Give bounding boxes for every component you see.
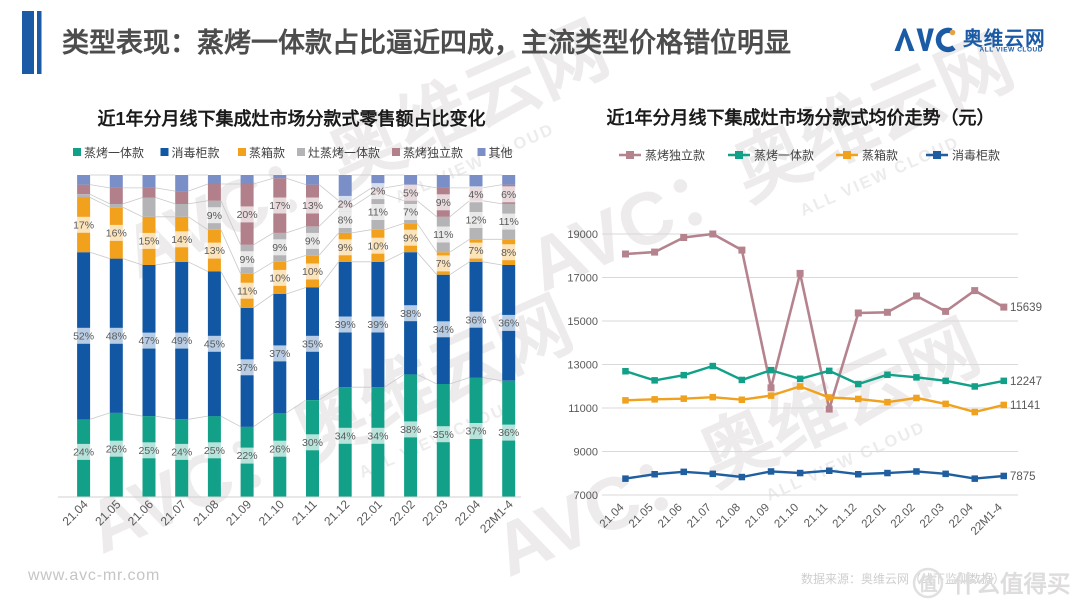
svg-text:38%: 38% <box>400 308 421 320</box>
svg-text:35%: 35% <box>302 338 323 350</box>
svg-text:消毒柜款: 消毒柜款 <box>952 149 1000 163</box>
svg-text:36%: 36% <box>465 314 486 326</box>
svg-text:16%: 16% <box>106 228 127 240</box>
svg-text:22%: 22% <box>237 450 258 462</box>
svg-text:25%: 25% <box>204 445 225 457</box>
svg-text:9%: 9% <box>338 242 353 254</box>
svg-text:47%: 47% <box>138 335 159 347</box>
svg-text:39%: 39% <box>335 319 356 331</box>
svg-text:蒸烤独立款: 蒸烤独立款 <box>645 148 705 163</box>
svg-text:11%: 11% <box>499 216 519 228</box>
svg-text:11%: 11% <box>237 285 257 297</box>
svg-text:37%: 37% <box>237 362 258 374</box>
svg-text:11%: 11% <box>433 229 453 241</box>
svg-text:17%: 17% <box>73 219 94 231</box>
svg-text:10%: 10% <box>302 266 323 278</box>
svg-text:近1年分月线下集成灶市场分款式零售额占比变化: 近1年分月线下集成灶市场分款式零售额占比变化 <box>97 108 485 129</box>
svg-text:52%: 52% <box>73 330 94 342</box>
svg-text:36%: 36% <box>498 427 519 439</box>
svg-text:49%: 49% <box>171 335 192 347</box>
svg-text:9%: 9% <box>272 242 287 254</box>
svg-text:34%: 34% <box>433 324 454 336</box>
svg-text:26%: 26% <box>269 443 290 455</box>
svg-text:蒸箱款: 蒸箱款 <box>249 145 285 160</box>
svg-text:15639: 15639 <box>1010 302 1042 314</box>
svg-text:15%: 15% <box>138 236 159 248</box>
svg-text:24%: 24% <box>73 447 94 459</box>
svg-text:7%: 7% <box>403 207 418 219</box>
svg-text:25%: 25% <box>138 445 159 457</box>
svg-text:34%: 34% <box>367 430 388 442</box>
svg-text:12247: 12247 <box>1010 376 1042 388</box>
svg-text:消毒柜款: 消毒柜款 <box>172 146 220 160</box>
svg-text:35%: 35% <box>433 429 454 441</box>
svg-text:7%: 7% <box>468 245 483 257</box>
svg-text:蒸烤独立款: 蒸烤独立款 <box>403 145 463 160</box>
svg-text:灶蒸烤一体款: 灶蒸烤一体款 <box>308 145 380 160</box>
svg-text:2%: 2% <box>370 186 385 198</box>
svg-text:20%: 20% <box>237 209 258 221</box>
svg-text:17%: 17% <box>269 200 290 212</box>
svg-text:34%: 34% <box>335 430 356 442</box>
svg-text:7000: 7000 <box>574 490 598 502</box>
svg-text:10%: 10% <box>367 240 388 252</box>
svg-text:奥维云网: 奥维云网 <box>963 27 1046 50</box>
svg-text:13%: 13% <box>204 245 225 257</box>
svg-text:蒸烤一体款: 蒸烤一体款 <box>84 145 144 160</box>
svg-text:13000: 13000 <box>567 359 598 371</box>
svg-text:www.avc-mr.com: www.avc-mr.com <box>27 567 160 584</box>
svg-text:9000: 9000 <box>574 446 598 458</box>
svg-text:37%: 37% <box>269 348 290 360</box>
svg-text:11%: 11% <box>368 207 388 219</box>
svg-text:38%: 38% <box>400 424 421 436</box>
svg-text:蒸烤一体款: 蒸烤一体款 <box>754 148 814 163</box>
svg-text:7%: 7% <box>436 258 451 270</box>
svg-text:11141: 11141 <box>1010 400 1040 412</box>
svg-text:9%: 9% <box>436 197 451 209</box>
svg-text:24%: 24% <box>171 447 192 459</box>
svg-text:36%: 36% <box>498 318 519 330</box>
svg-text:9%: 9% <box>305 236 320 248</box>
svg-text:2%: 2% <box>338 199 353 211</box>
svg-text:蒸箱款: 蒸箱款 <box>862 148 898 163</box>
svg-text:9%: 9% <box>403 232 418 244</box>
svg-text:30%: 30% <box>302 437 323 449</box>
svg-text:什么值得买: 什么值得买 <box>953 570 1071 597</box>
svg-text:值: 值 <box>918 572 937 595</box>
svg-text:数据来源：奥维云网（线下监测数据）: 数据来源：奥维云网（线下监测数据） <box>801 571 1005 586</box>
svg-text:9%: 9% <box>207 210 222 222</box>
svg-text:45%: 45% <box>204 338 225 350</box>
svg-text:39%: 39% <box>367 319 388 331</box>
svg-text:近1年分月线下集成灶市场分款式均价走势（元）: 近1年分月线下集成灶市场分款式均价走势（元） <box>606 107 994 128</box>
svg-text:10%: 10% <box>269 273 290 285</box>
svg-text:37%: 37% <box>465 426 486 438</box>
svg-text:6%: 6% <box>501 189 516 201</box>
svg-text:5%: 5% <box>403 187 418 199</box>
svg-text:17000: 17000 <box>567 272 598 284</box>
svg-text:9%: 9% <box>240 254 255 266</box>
svg-text:13%: 13% <box>302 200 323 212</box>
svg-text:8%: 8% <box>338 215 353 227</box>
svg-text:7875: 7875 <box>1010 471 1036 483</box>
svg-text:26%: 26% <box>106 443 127 455</box>
svg-text:15000: 15000 <box>567 316 598 328</box>
svg-text:19000: 19000 <box>567 229 598 241</box>
svg-text:4%: 4% <box>468 189 483 201</box>
svg-text:14%: 14% <box>171 234 192 246</box>
svg-text:8%: 8% <box>501 247 516 259</box>
svg-text:其他: 其他 <box>489 146 513 160</box>
svg-text:12%: 12% <box>465 215 486 227</box>
svg-text:11000: 11000 <box>568 403 598 415</box>
svg-text:类型表现：蒸烤一体款占比逼近四成，主流类型价格错位明显: 类型表现：蒸烤一体款占比逼近四成，主流类型价格错位明显 <box>62 27 791 58</box>
svg-text:ALL VIEW CLOUD: ALL VIEW CLOUD <box>980 47 1044 54</box>
svg-text:48%: 48% <box>106 330 127 342</box>
